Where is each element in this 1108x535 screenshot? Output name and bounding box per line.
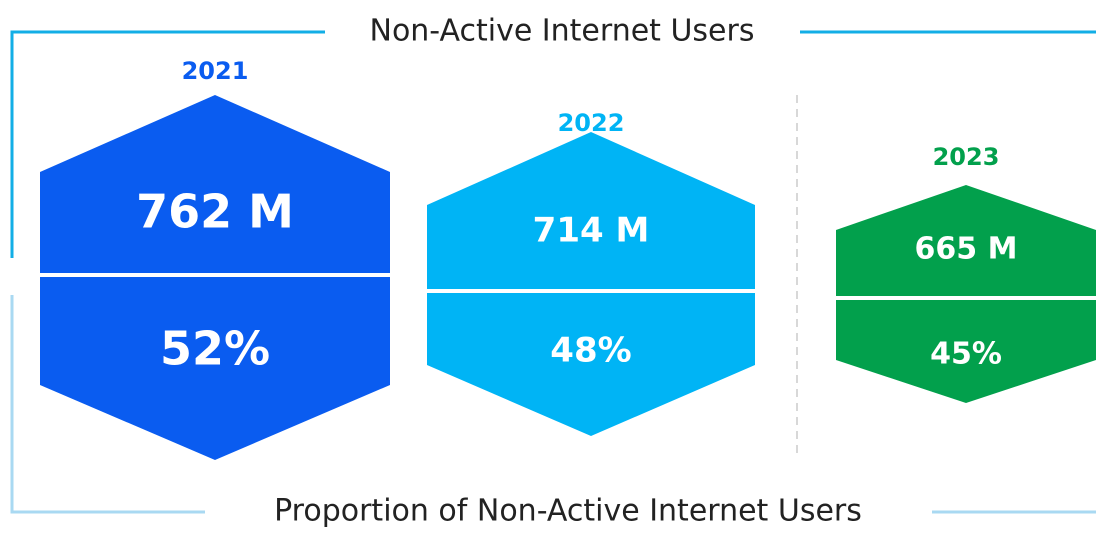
top-bracket [10,30,325,258]
share-value: 48% [550,331,631,371]
header-title: Non-Active Internet Users [370,14,755,49]
year-label: 2023 [933,143,1000,171]
share-value: 52% [160,322,270,376]
users-value: 665 M [915,232,1018,267]
share-value: 45% [930,337,1002,372]
footer-title: Proportion of Non-Active Internet Users [274,494,862,529]
year-label: 2021 [182,57,249,85]
hexagon [836,185,1096,403]
users-value: 762 M [136,185,294,239]
year-label: 2022 [558,109,625,137]
users-value: 714 M [533,211,650,251]
hexagon [427,132,755,436]
bottom-bracket [10,295,205,514]
hexagon [40,95,390,460]
